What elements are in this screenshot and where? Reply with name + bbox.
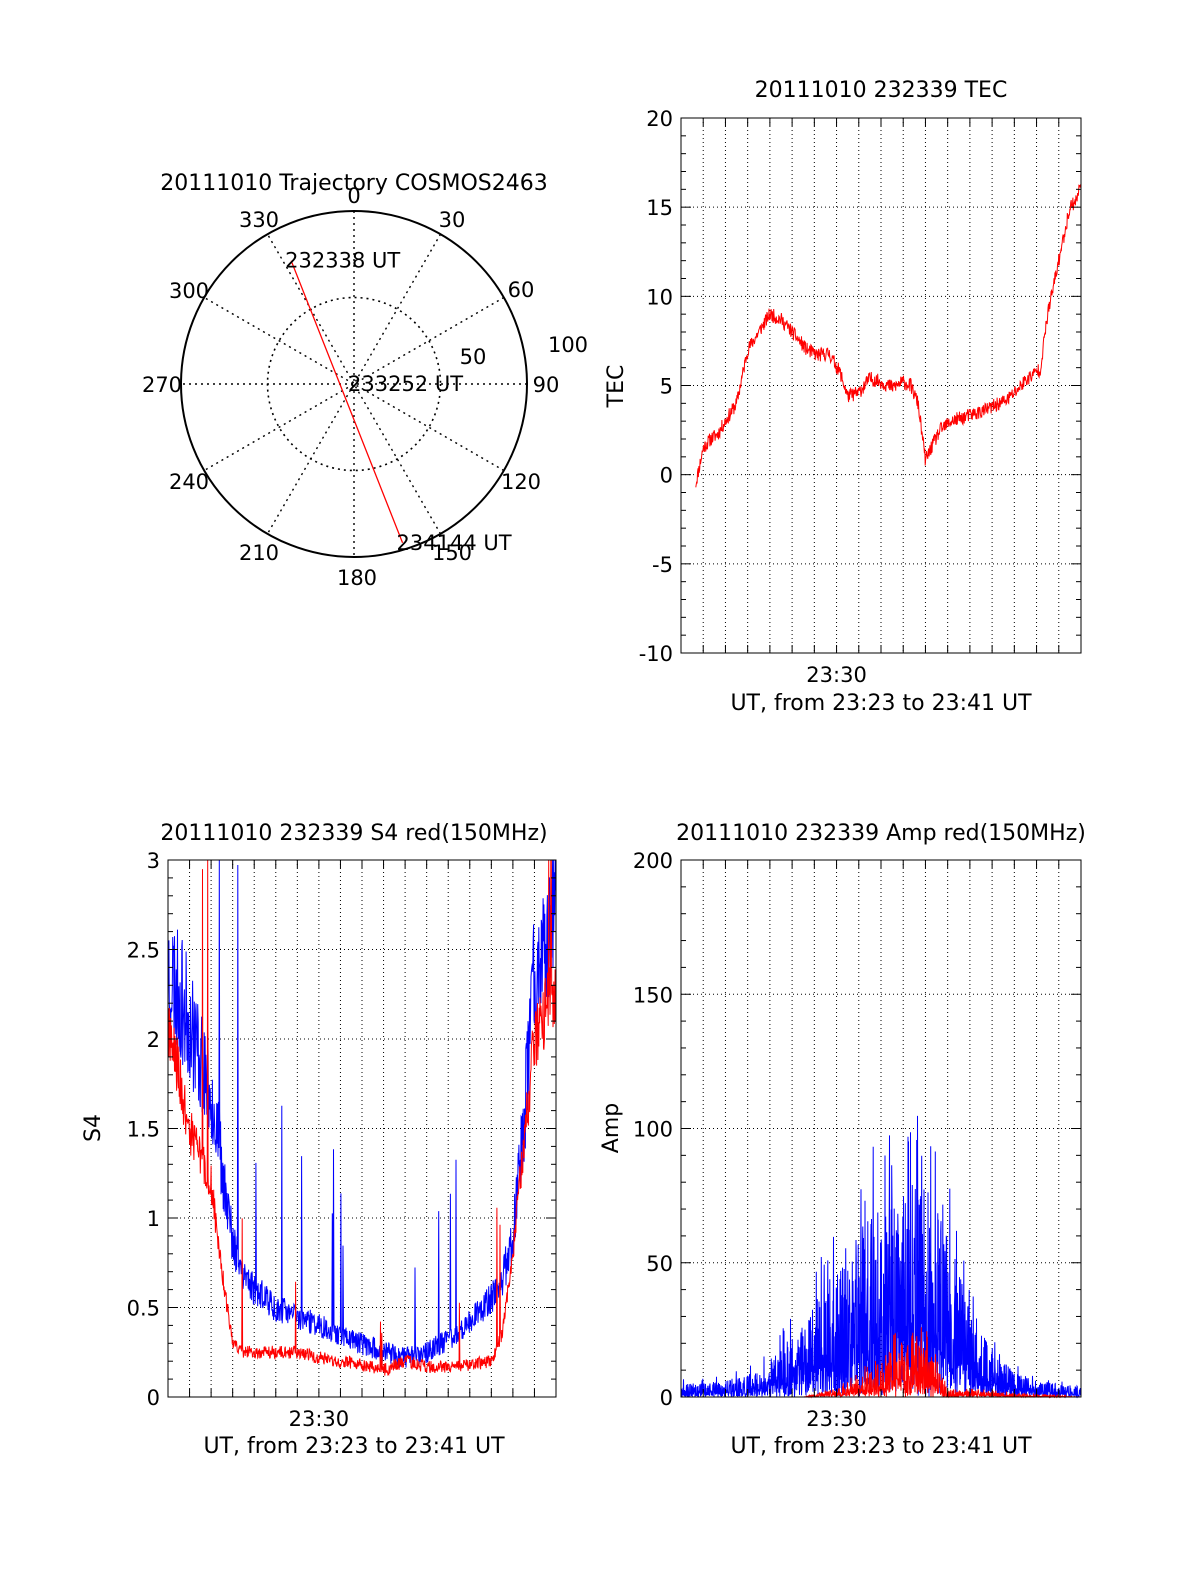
s4-y-tick-label: 2.5 <box>127 939 160 963</box>
trajectory-time-label: 233252 UT <box>348 372 463 396</box>
s4-series-line <box>167 859 557 1377</box>
polar-outer-circle <box>180 210 528 558</box>
polar-angle-label: 30 <box>439 208 466 232</box>
amp-x-tick-label: 23:30 <box>806 1407 867 1431</box>
tec-y-axis-label: TEC <box>604 365 629 409</box>
s4-x-tick-labels: 23:30 <box>289 1407 350 1431</box>
s4-y-tick-label: 0 <box>147 1386 160 1410</box>
s4-y-tick-label: 1.5 <box>127 1118 160 1142</box>
s4-x-tick-label: 23:30 <box>289 1407 350 1431</box>
trajectory-line <box>290 260 404 544</box>
polar-angle-label: 90 <box>533 373 560 397</box>
polar-angle-label: 240 <box>169 470 209 494</box>
amp-ticks <box>680 859 1082 1398</box>
polar-radial-label: 100 <box>548 333 588 357</box>
amp-y-tick-labels: 0 50 100 150 200 <box>633 849 673 1410</box>
amp-y-tick-label: 50 <box>646 1252 673 1276</box>
polar-spoke <box>203 296 505 472</box>
polar-spoke <box>266 233 442 535</box>
s4-y-tick-label: 2 <box>147 1028 160 1052</box>
tec-title: 20111010 232339 TEC <box>755 78 1008 103</box>
polar-spoke <box>203 296 505 472</box>
amp-y-tick-label: 200 <box>633 849 673 873</box>
trajectory-track <box>290 260 404 544</box>
s4-y-tick-label: 0.5 <box>127 1297 160 1321</box>
amp-panel: 20111010 232339 Amp red(150MHz) 0 50 100 15… <box>599 821 1086 1459</box>
tec-y-tick-label: 20 <box>646 107 673 131</box>
amp-y-tick-label: 100 <box>633 1118 673 1142</box>
s4-x-axis-label: UT, from 23:23 to 23:41 UT <box>203 1434 505 1459</box>
tec-y-tick-labels: -10 -5 0 5 10 15 20 <box>639 107 673 666</box>
s4-y-tick-label: 1 <box>147 1207 160 1231</box>
tec-plot-area <box>695 184 1082 488</box>
tec-y-tick-label: 15 <box>646 196 673 220</box>
trajectory-time-label: 234144 UT <box>397 531 512 555</box>
polar-spoke <box>266 233 442 535</box>
tec-y-tick-label: 5 <box>660 375 673 399</box>
polar-angle-label: 60 <box>508 278 535 302</box>
polar-grid <box>181 211 527 557</box>
tec-series-line <box>695 184 1082 488</box>
polar-angle-label: 180 <box>337 566 377 590</box>
s4-panel: 20111010 232339 S4 red(150MHz) 0 0.5 1 1.5 2… <box>81 821 557 1459</box>
s4-plot-area <box>167 859 557 1377</box>
s4-y-tick-label: 3 <box>147 849 160 873</box>
tec-y-tick-label: 10 <box>646 285 673 309</box>
amp-x-tick-labels: 23:30 <box>806 1407 867 1431</box>
polar-angle-label: 330 <box>239 208 279 232</box>
trajectory-annotations: 232338 UT 233252 UT 234144 UT <box>285 249 512 555</box>
trajectory-time-label: 232338 UT <box>285 249 400 273</box>
trajectory-title: 20111010 Trajectory COSMOS2463 <box>160 171 547 196</box>
s4-y-axis-label: S4 <box>81 1114 106 1142</box>
polar-angle-label: 120 <box>501 470 541 494</box>
tec-y-tick-label: -10 <box>639 642 673 666</box>
trajectory-panel: 20111010 Trajectory COSMOS2463 0 30 60 90 12… <box>142 171 588 590</box>
polar-radial-labels: 50 100 <box>460 333 588 369</box>
s4-ticks <box>167 859 557 1398</box>
tec-x-tick-labels: 23:30 <box>806 663 867 687</box>
amp-y-axis-label: Amp <box>599 1103 624 1153</box>
s4-y-tick-labels: 0 0.5 1 1.5 2 2.5 3 <box>127 849 160 1410</box>
amp-plot-area <box>680 1115 1082 1399</box>
tec-y-tick-label: -5 <box>652 553 673 577</box>
amp-series-line <box>680 1115 1082 1399</box>
s4-grid <box>168 860 556 1397</box>
tec-x-axis-label: UT, from 23:23 to 23:41 UT <box>730 691 1032 716</box>
amp-x-axis-label: UT, from 23:23 to 23:41 UT <box>730 1434 1032 1459</box>
amp-y-tick-label: 150 <box>633 983 673 1007</box>
tec-ticks <box>680 117 1082 654</box>
polar-angle-label: 270 <box>142 373 182 397</box>
tec-x-tick-label: 23:30 <box>806 663 867 687</box>
amp-y-tick-label: 0 <box>660 1386 673 1410</box>
polar-angle-label: 150 <box>432 541 472 565</box>
s4-series-line <box>167 859 557 1369</box>
polar-angle-label: 210 <box>239 541 279 565</box>
amp-title: 20111010 232339 Amp red(150MHz) <box>676 821 1086 846</box>
tec-y-tick-label: 0 <box>660 464 673 488</box>
polar-angle-labels: 0 30 60 90 120 150 180 210 240 270 300 330 <box>142 184 559 590</box>
polar-angle-label: 0 <box>347 184 360 208</box>
polar-angle-label: 300 <box>169 279 209 303</box>
polar-radial-label: 50 <box>460 345 487 369</box>
s4-title: 20111010 232339 S4 red(150MHz) <box>160 821 547 846</box>
